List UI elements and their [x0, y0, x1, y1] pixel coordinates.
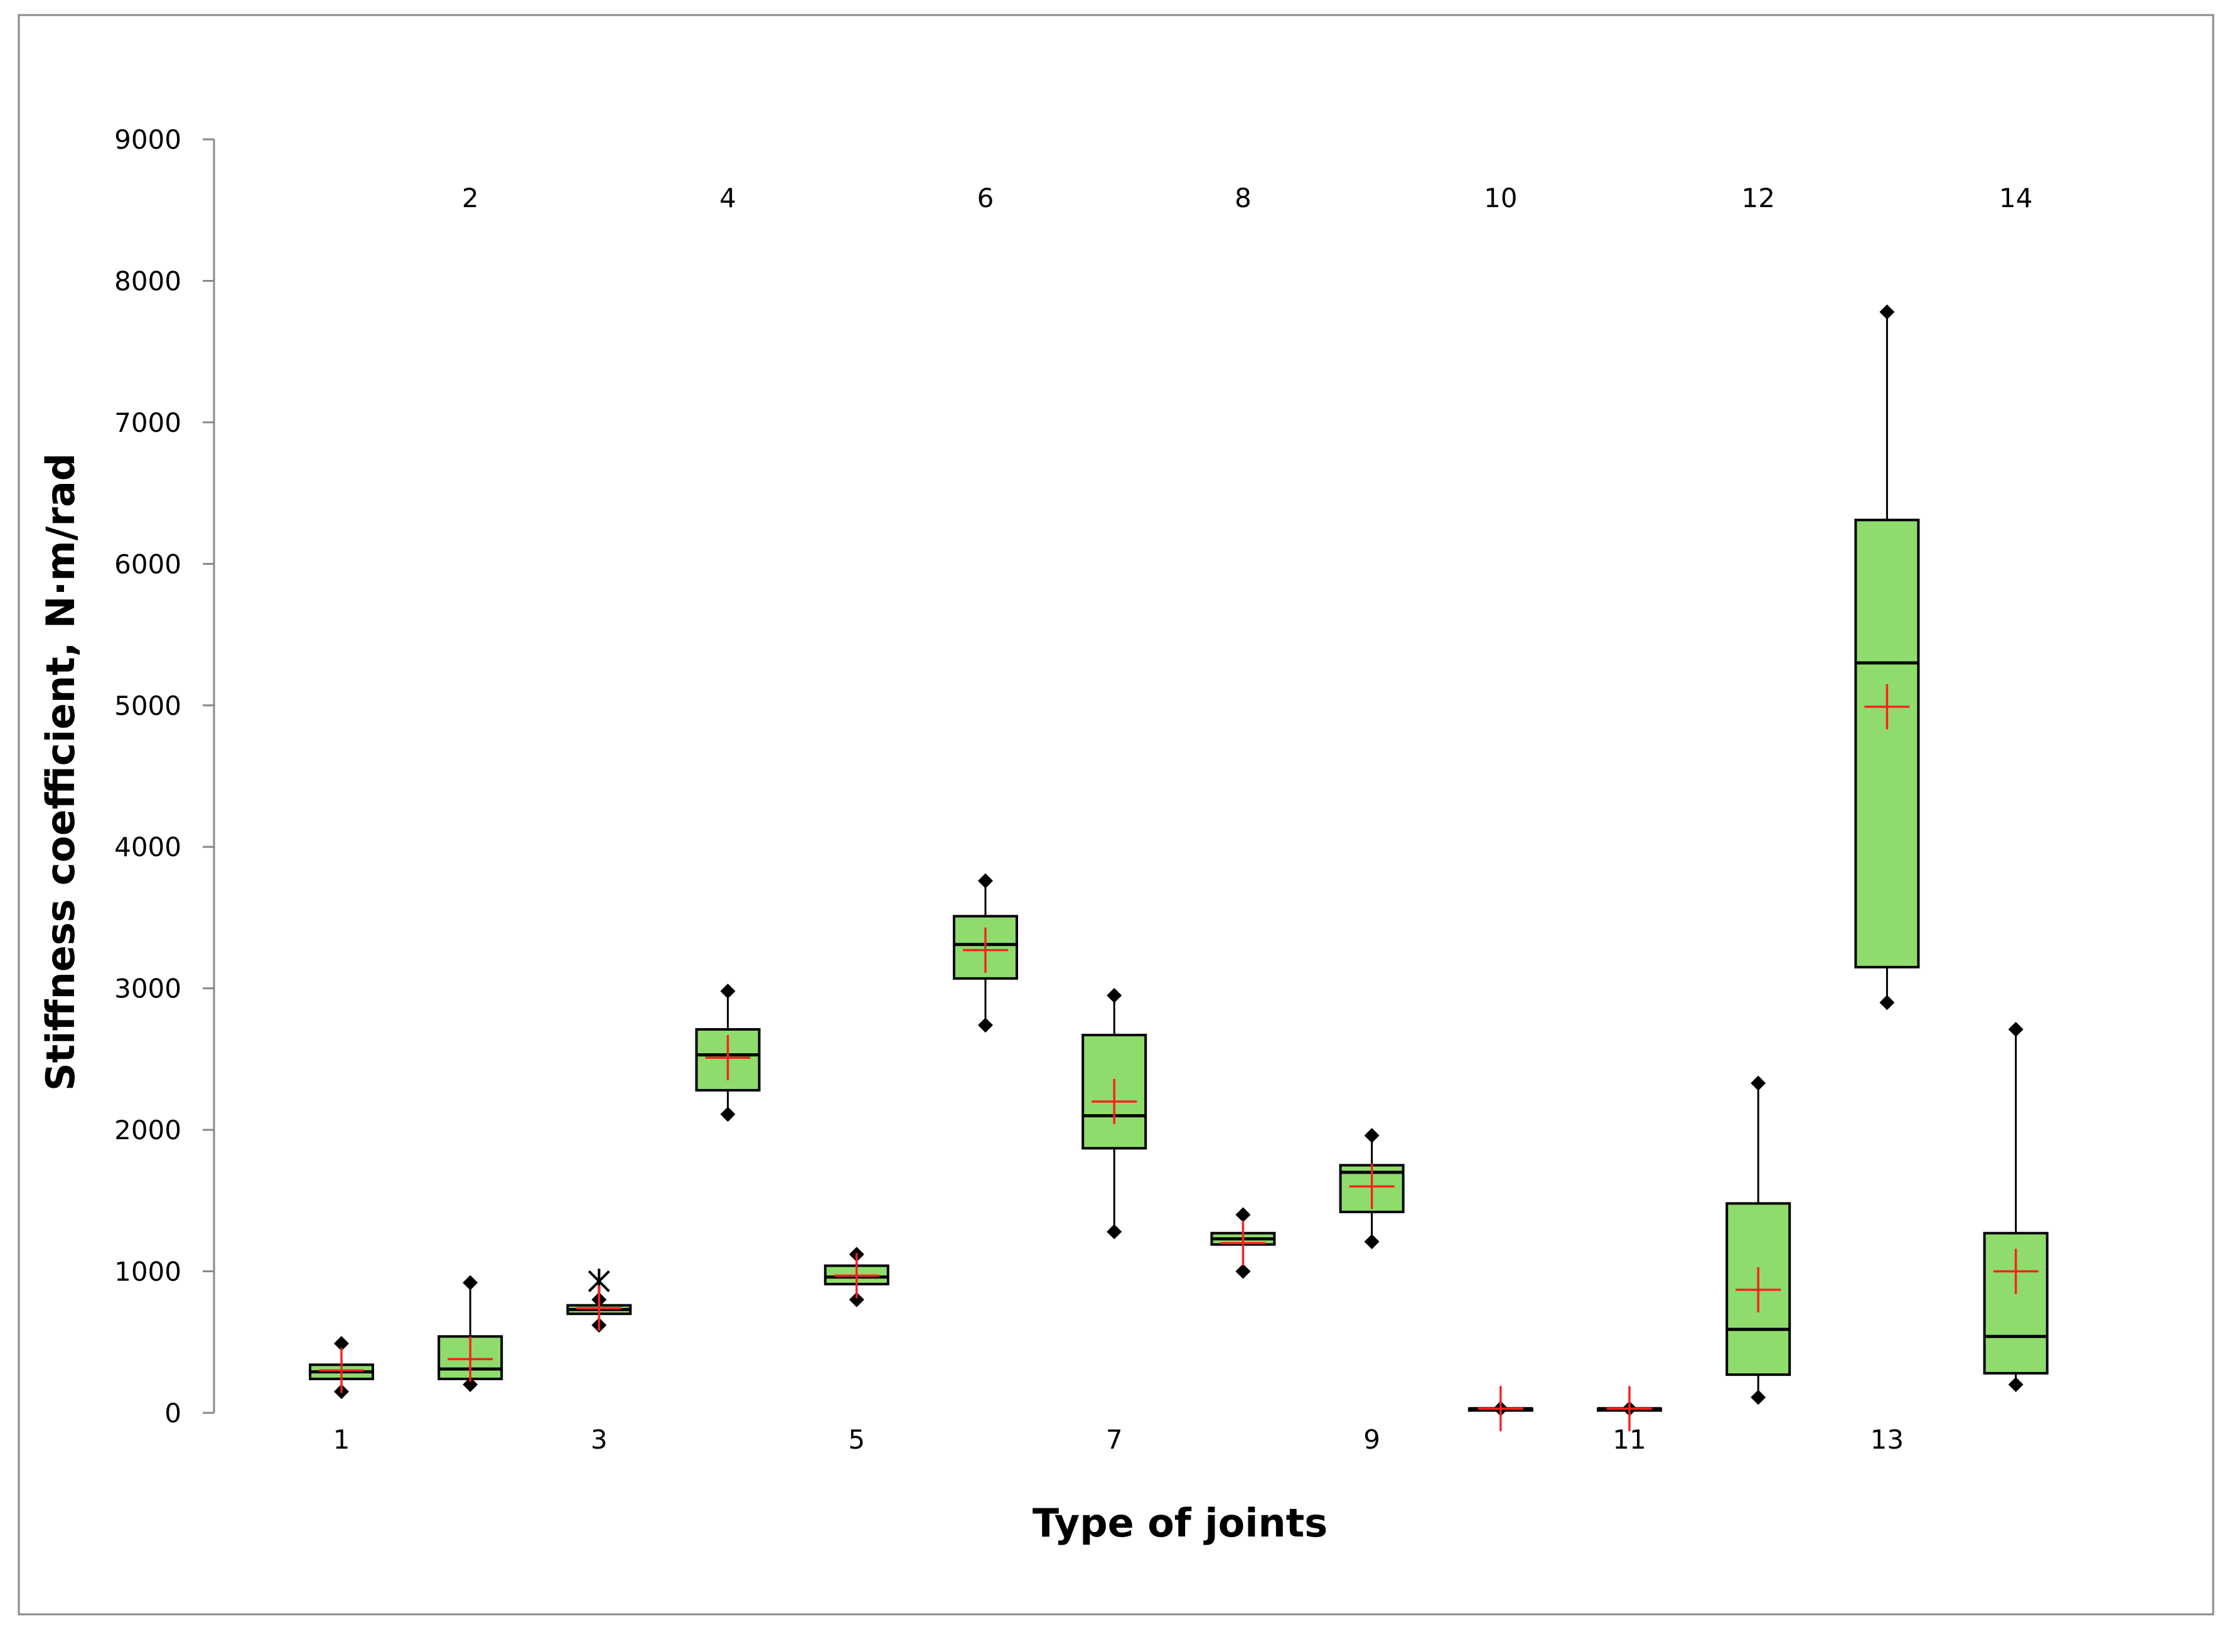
x-tick-label-13: 13: [1870, 1424, 1904, 1455]
y-tick-label: 5000: [114, 690, 181, 721]
mean-marker: [1864, 684, 1910, 730]
mean-marker: [1993, 1248, 2039, 1294]
x-tick-label-1: 1: [333, 1424, 350, 1455]
box-group-4: [695, 984, 761, 1122]
max-marker: [2008, 1022, 2024, 1038]
x-tick-label-2: 2: [462, 183, 479, 213]
x-tick-label-4: 4: [719, 183, 736, 213]
x-tick-label-3: 3: [591, 1424, 608, 1455]
x-tick-label-11: 11: [1612, 1424, 1646, 1455]
mean-marker: [448, 1336, 493, 1382]
plot-area: [309, 304, 2049, 1432]
max-marker: [1364, 1128, 1380, 1144]
x-tick-label-5: 5: [848, 1424, 865, 1455]
min-marker: [1107, 1224, 1122, 1240]
y-tick-label: 9000: [114, 124, 181, 155]
mean-marker: [1092, 1079, 1137, 1125]
mean-marker: [576, 1285, 622, 1331]
y-tick-label: 7000: [114, 407, 181, 438]
max-marker: [1751, 1075, 1766, 1091]
box-group-9: [1339, 1128, 1405, 1250]
mean-marker: [834, 1253, 879, 1299]
mean-marker: [1607, 1386, 1652, 1432]
max-marker: [1879, 304, 1895, 320]
x-tick-label-7: 7: [1106, 1424, 1123, 1455]
y-tick-label: 6000: [114, 549, 181, 579]
y-tick-label: 3000: [114, 973, 181, 1004]
mean-marker: [963, 927, 1008, 973]
box-group-12: [1725, 1075, 1791, 1405]
min-marker: [849, 1292, 864, 1307]
max-marker: [1107, 987, 1122, 1003]
max-marker: [978, 873, 993, 889]
x-axis-title: Type of joints: [1033, 1500, 1328, 1546]
y-axis: 0 1000 2000 3000 4000 5000 6000 7000 8000 9000: [114, 124, 215, 1429]
box-group-5: [824, 1247, 889, 1307]
mean-marker: [705, 1035, 751, 1081]
min-marker: [1364, 1234, 1380, 1250]
box-group-1: [309, 1336, 374, 1400]
x-tick-label-9: 9: [1363, 1424, 1380, 1455]
y-tick-label: 0: [164, 1398, 181, 1429]
min-marker: [978, 1017, 993, 1033]
min-marker: [720, 1107, 736, 1122]
max-marker: [720, 984, 736, 999]
min-marker: [463, 1376, 478, 1392]
box-group-3: [566, 1268, 632, 1333]
box: [1854, 518, 1920, 968]
x-tick-label-14: 14: [1999, 183, 2032, 213]
box-group-8: [1210, 1207, 1276, 1279]
max-marker: [334, 1336, 349, 1351]
y-tick-label: 2000: [114, 1115, 181, 1145]
min-marker: [1879, 995, 1895, 1011]
box-group-2: [437, 1275, 503, 1392]
mean-marker: [1478, 1386, 1523, 1432]
box-group-6: [953, 873, 1018, 1033]
min-marker: [1751, 1390, 1766, 1405]
mean-marker: [1736, 1267, 1781, 1312]
min-marker: [1235, 1263, 1251, 1279]
outer-border: [18, 14, 2214, 1616]
y-axis-title: Stiffness coefficient, N·m/rad: [38, 453, 83, 1091]
x-tick-label-6: 6: [977, 183, 994, 213]
y-tick-label: 4000: [114, 832, 181, 862]
x-tick-label-8: 8: [1235, 183, 1252, 213]
box-group-14: [1983, 1022, 2049, 1392]
box-group-11: [1597, 1386, 1662, 1432]
box-group-7: [1081, 987, 1147, 1240]
box-group-10: [1467, 1386, 1533, 1432]
max-marker: [463, 1275, 478, 1290]
y-tick-label: 1000: [114, 1257, 181, 1287]
box-group-13: [1854, 304, 1920, 1011]
max-marker: [1235, 1207, 1251, 1223]
x-tick-label-10: 10: [1484, 183, 1517, 213]
min-marker: [2008, 1376, 2024, 1392]
x-tick-label-12: 12: [1741, 183, 1774, 213]
mean-marker: [319, 1348, 364, 1393]
mean-marker: [1349, 1164, 1395, 1210]
mean-marker: [1220, 1220, 1266, 1266]
y-tick-label: 8000: [114, 266, 181, 296]
